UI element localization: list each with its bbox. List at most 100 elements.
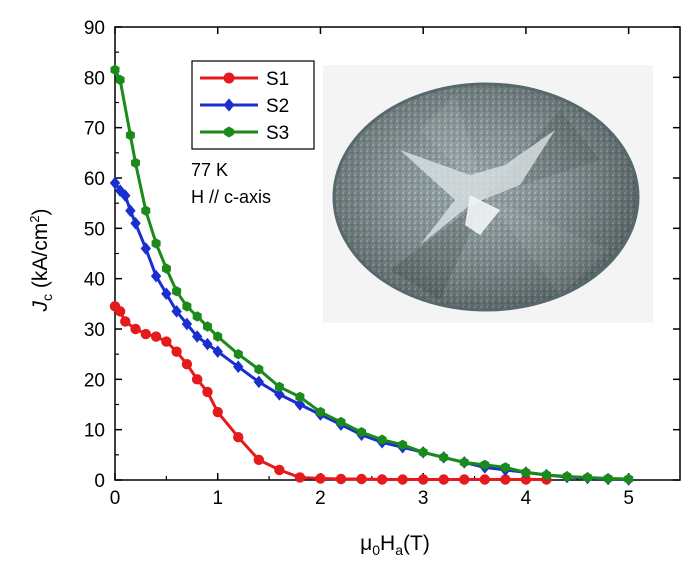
x-tick-label: 5: [623, 488, 634, 509]
series-s1: [109, 301, 552, 485]
series-s3: [110, 64, 634, 485]
data-point-s1: [335, 473, 347, 485]
y-tick-label: 70: [84, 119, 105, 140]
data-point-s2: [191, 330, 203, 343]
data-point-s1: [520, 474, 532, 485]
data-point-s1: [479, 474, 491, 485]
data-point-s2: [202, 337, 213, 351]
data-point-s3: [203, 321, 212, 332]
data-point-s3: [583, 472, 592, 483]
data-point-s3: [131, 157, 140, 169]
y-tick-label: 50: [84, 219, 105, 240]
data-point-s1: [253, 454, 265, 466]
data-point-s3: [233, 349, 243, 360]
data-point-s3: [624, 473, 634, 485]
data-point-s3: [480, 459, 490, 471]
data-point-s1: [274, 464, 285, 476]
data-point-s3: [115, 74, 125, 86]
legend-label-s1: S1: [266, 69, 289, 90]
y-tick-label: 80: [84, 68, 105, 89]
data-point-s3: [562, 471, 572, 482]
y-tick-label: 60: [84, 169, 105, 190]
data-point-s3: [336, 416, 346, 428]
field-orientation-annotation: H // c-axis: [191, 187, 271, 207]
sample-photo: [323, 65, 653, 323]
y-tick-label: 90: [84, 18, 105, 39]
y-axis-title: Jc (kA/cm2): [27, 209, 55, 313]
data-point-s1: [150, 331, 162, 342]
data-point-s2: [253, 375, 265, 389]
data-point-s1: [202, 386, 213, 398]
x-tick-label: 2: [315, 488, 326, 509]
data-point-s1: [376, 474, 388, 485]
y-tick-label: 0: [94, 471, 105, 492]
data-point-s1: [130, 323, 141, 335]
data-point-s1: [212, 406, 223, 418]
data-point-s2: [274, 388, 285, 401]
data-point-s1: [191, 374, 203, 385]
data-point-s2: [171, 305, 182, 318]
data-point-s2: [161, 287, 172, 301]
data-point-s3: [192, 311, 202, 322]
data-point-s2: [233, 360, 244, 373]
data-point-s3: [357, 427, 366, 438]
data-point-s1: [294, 472, 306, 483]
data-point-s3: [459, 457, 469, 468]
data-point-s2: [109, 176, 121, 190]
data-point-s3: [295, 391, 305, 403]
data-point-s3: [542, 469, 551, 481]
data-point-s3: [151, 238, 161, 249]
data-point-s3: [182, 301, 192, 312]
data-point-s3: [274, 381, 284, 393]
data-point-s1: [181, 359, 193, 370]
data-point-s1: [459, 474, 470, 485]
legend-label-s2: S2: [266, 96, 289, 117]
y-tick-label: 20: [84, 370, 105, 391]
data-point-s2: [294, 398, 306, 411]
x-tick-label: 1: [212, 488, 223, 509]
data-point-s2: [150, 269, 162, 283]
data-point-s3: [603, 473, 613, 484]
data-point-s2: [140, 242, 152, 255]
data-point-s3: [500, 462, 510, 473]
data-point-s2: [120, 189, 131, 202]
data-point-s2: [125, 204, 136, 217]
legend-marker-s1: [223, 72, 235, 84]
y-tick-label: 10: [84, 421, 105, 442]
data-point-s3: [377, 434, 387, 445]
data-point-s1: [114, 306, 126, 317]
data-point-s3: [172, 286, 182, 297]
x-tick-label: 4: [521, 488, 532, 509]
data-point-s2: [114, 184, 126, 197]
data-point-s1: [120, 316, 131, 327]
data-point-s1: [356, 473, 367, 485]
x-tick-label: 0: [110, 488, 121, 509]
data-point-s3: [125, 130, 135, 141]
data-point-s1: [233, 432, 244, 443]
data-point-s3: [141, 205, 151, 216]
data-point-s1: [171, 346, 182, 357]
y-tick-label: 30: [84, 320, 105, 341]
data-point-s2: [181, 317, 193, 331]
data-point-s1: [500, 474, 511, 485]
data-point-s1: [161, 336, 172, 347]
data-point-s2: [212, 345, 223, 358]
x-axis-title: μ0Ha(T): [360, 532, 430, 558]
temperature-annotation: 77 K: [191, 160, 228, 180]
data-point-s1: [140, 328, 152, 340]
legend-marker-s3: [224, 126, 234, 138]
data-point-s1: [438, 474, 449, 485]
data-point-s1: [397, 474, 408, 485]
data-point-s3: [110, 64, 120, 75]
data-point-s3: [213, 331, 223, 342]
x-tick-label: 3: [418, 488, 429, 509]
data-point-s3: [418, 447, 428, 458]
data-point-s3: [521, 467, 531, 478]
legend: S1 S2 S3: [191, 60, 315, 150]
legend-label-s3: S3: [266, 123, 289, 144]
data-point-s3: [439, 452, 449, 463]
data-point-s3: [161, 263, 171, 274]
data-point-s3: [316, 406, 325, 418]
data-point-s3: [398, 439, 408, 450]
